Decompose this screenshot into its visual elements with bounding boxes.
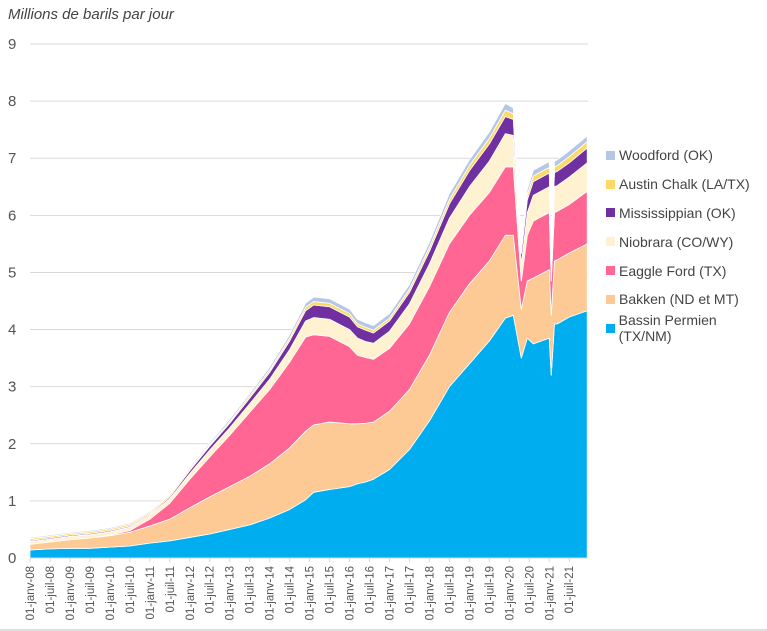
y-tick-label: 9 (8, 36, 16, 53)
legend-item: Bakken (ND et MT) (606, 285, 767, 314)
legend-item: Austin Chalk (LA/TX) (606, 170, 767, 199)
x-tick-label: 01-janv-13 (225, 566, 237, 620)
legend-swatch (606, 208, 615, 218)
area-series (29, 102, 588, 559)
x-tick-label: 01-janv-18 (424, 566, 436, 620)
y-tick-label: 8 (8, 93, 16, 110)
y-axis-ticks: 0 1 2 3 4 5 6 7 8 9 (8, 36, 16, 567)
legend-swatch (606, 294, 615, 304)
bottom-rule (0, 629, 767, 631)
y-tick-label: 4 (8, 322, 16, 339)
x-tick-label: 01-janv-11 (145, 566, 157, 620)
x-tick-label: 01-juil-08 (45, 566, 57, 613)
y-tick-label: 5 (8, 264, 16, 281)
x-tick-label: 01-juil-16 (365, 566, 377, 613)
legend-label: Niobrara (CO/WY) (619, 233, 734, 250)
y-tick-label: 2 (8, 436, 16, 453)
x-tick-label: 01-janv-10 (105, 566, 117, 620)
x-tick-label: 01-juil-11 (165, 566, 177, 612)
legend-item: Eaggle Ford (TX) (606, 256, 767, 285)
legend-swatch (606, 150, 615, 160)
x-tick-label: 01-janv-14 (265, 565, 277, 620)
x-tick-label: 01-juil-12 (205, 566, 217, 613)
x-tick-label: 01-juil-13 (245, 566, 257, 613)
legend-item: Bassin Permien (TX/NM) (606, 312, 767, 345)
legend-swatch (606, 179, 615, 189)
x-tick-label: 01-juil-10 (125, 566, 137, 613)
legend-label: Bassin Permien (TX/NM) (618, 312, 717, 345)
x-tick-label: 01-juil-18 (444, 566, 456, 613)
y-tick-label: 0 (8, 550, 16, 567)
x-tick-label: 01-juil-21 (564, 566, 576, 613)
y-tick-label: 6 (8, 207, 16, 224)
legend-label: Austin Chalk (LA/TX) (619, 176, 750, 193)
y-tick-label: 1 (8, 493, 16, 510)
x-tick-label: 01-janv-20 (504, 566, 516, 620)
x-tick-label: 01-juil-20 (524, 566, 536, 613)
area-woodford-ok (29, 102, 588, 539)
legend-item: Niobrara (CO/WY) (606, 227, 767, 256)
x-tick-label: 01-juil-09 (85, 566, 97, 613)
y-tick-label: 7 (8, 150, 16, 167)
legend-swatch (606, 237, 615, 247)
x-tick-label: 01-janv-15 (305, 566, 317, 620)
legend-label: Woodford (OK) (619, 147, 713, 164)
legend-item: Mississippian (OK) (606, 199, 767, 228)
x-tick-label: 01-janv-12 (185, 566, 197, 620)
legend-item: Woodford (OK) (606, 141, 767, 170)
x-tick-label: 01-juil-17 (404, 566, 416, 613)
x-tick-label: 01-janv-21 (544, 566, 556, 620)
legend-swatch (606, 323, 615, 333)
x-tick-label: 01-juil-19 (484, 566, 496, 613)
legend: Woodford (OK) Austin Chalk (LA/TX) Mississ… (606, 141, 767, 345)
legend-label: Mississippian (OK) (619, 204, 736, 221)
legend-label: Eaggle Ford (TX) (619, 262, 727, 279)
y-axis-title: Millions de barils par jour (8, 6, 174, 23)
x-tick-label: 01-janv-08 (25, 566, 37, 620)
x-tick-label: 01-juil-15 (325, 566, 337, 613)
x-tick-label: 01-janv-16 (345, 566, 357, 620)
x-tick-label: 01-janv-09 (65, 566, 77, 620)
x-tick-label: 01-janv-17 (384, 566, 396, 620)
legend-swatch (606, 266, 615, 276)
y-tick-label: 3 (8, 379, 16, 396)
legend-label: Bakken (ND et MT) (619, 291, 739, 308)
x-tick-label: 01-janv-19 (464, 566, 476, 620)
x-tick-label: 01-juil-14 (285, 565, 297, 613)
x-axis-ticks: 01-janv-08 01-juil-08 01-janv-09 01-juil-09… (25, 557, 588, 620)
